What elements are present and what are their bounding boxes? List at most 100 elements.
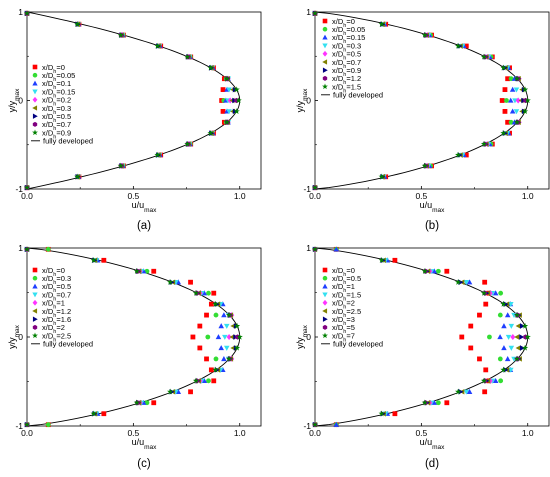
- panel-caption: (b): [425, 220, 439, 232]
- data-point: [521, 108, 529, 115]
- data-point: [492, 377, 499, 383]
- legend-label: x/Dh=0.7: [42, 290, 71, 302]
- data-point: [482, 389, 488, 395]
- legend-label: x/Dh=0.5: [332, 50, 361, 62]
- legend-label: x/Dh=3: [332, 315, 355, 327]
- data-point: [204, 356, 209, 362]
- data-point: [222, 334, 228, 340]
- data-point: [509, 108, 516, 114]
- panel-a: 0.0 0.5 1.0 1 0 -1 u/umax y/ymax x/Dh=0x/Dh=0.05…: [7, 7, 262, 232]
- data-point: [220, 87, 226, 93]
- legend-marker: [322, 332, 328, 339]
- data-point: [519, 334, 525, 340]
- data-point: [483, 301, 489, 307]
- legend-marker: [322, 50, 328, 57]
- legend-marker: [32, 292, 38, 298]
- data-point: [521, 322, 529, 329]
- data-point: [480, 377, 488, 384]
- legend-label: x/Dh=0.9: [332, 66, 361, 78]
- data-point: [233, 86, 240, 93]
- data-point: [212, 300, 219, 307]
- legend-label: x/Dh=1: [42, 299, 65, 311]
- data-point: [225, 355, 233, 362]
- data-point: [502, 108, 508, 114]
- y-tick-label: 0: [18, 96, 23, 106]
- x-tick-label: 0.5: [415, 191, 427, 201]
- data-point: [206, 290, 211, 296]
- data-point: [431, 268, 438, 274]
- data-point: [463, 152, 469, 158]
- legend: x/Dh=0x/Dh=0.05x/Dh=0.15x/Dh=0.3x/Dh=0.5…: [321, 17, 383, 100]
- data-point: [513, 87, 520, 93]
- y-tick-label: 1: [306, 7, 311, 17]
- data-point: [221, 312, 227, 318]
- data-point: [455, 42, 462, 49]
- data-point: [508, 367, 514, 373]
- data-point: [229, 334, 235, 340]
- data-point: [192, 289, 200, 296]
- data-point: [421, 399, 428, 406]
- legend-marker: [32, 121, 38, 127]
- x-tick-label: 1.0: [234, 191, 246, 201]
- data-point: [497, 356, 503, 362]
- legend-marker: [32, 283, 38, 289]
- legend-label: fully developed: [43, 340, 93, 349]
- data-point: [188, 389, 193, 395]
- legend-marker: [32, 129, 38, 136]
- legend-label: x/Dh=1.2: [332, 74, 361, 86]
- data-point: [205, 334, 211, 340]
- data-point: [515, 345, 521, 351]
- data-point: [468, 345, 474, 351]
- data-point: [311, 421, 319, 428]
- legend-marker: [32, 299, 38, 306]
- data-point: [101, 257, 107, 263]
- data-point: [521, 344, 529, 351]
- data-point: [520, 323, 526, 329]
- data-point: [504, 312, 511, 318]
- data-point: [513, 109, 520, 115]
- panel-b: 0.0 0.5 1.0 1 0 -1 u/umax y/ymax x/Dh=0x/Dh=0.05…: [295, 7, 550, 232]
- legend-label: x/Dh=0.3: [42, 274, 71, 286]
- legend-marker: [322, 67, 328, 73]
- series-3: [312, 11, 521, 191]
- y-tick-label: 0: [18, 332, 23, 342]
- data-point: [505, 76, 511, 82]
- data-point: [513, 75, 521, 82]
- legend-marker: [32, 80, 38, 86]
- legend-marker: [32, 89, 38, 95]
- legend-label: x/Dh=1.2: [42, 307, 71, 319]
- legend-marker: [322, 308, 328, 314]
- data-point: [480, 53, 488, 60]
- legend-label: x/Dh=0.05: [42, 71, 75, 83]
- data-point: [435, 400, 441, 406]
- x-tick-label: 1.0: [234, 428, 246, 438]
- x-axis-label: u/umax: [420, 200, 446, 214]
- data-point: [378, 257, 385, 263]
- data-point: [215, 334, 222, 340]
- data-point: [117, 162, 124, 169]
- data-point: [236, 333, 243, 340]
- data-point: [477, 312, 482, 318]
- panel-caption: (c): [137, 458, 151, 470]
- data-point: [223, 75, 231, 82]
- data-point: [218, 323, 224, 329]
- data-point: [74, 20, 81, 27]
- data-point: [90, 257, 97, 263]
- x-tick-label: 0.0: [309, 428, 321, 438]
- data-point: [45, 422, 51, 428]
- legend-marker: [322, 43, 328, 49]
- legend-marker: [322, 83, 328, 90]
- panel-c: 0.0 0.5 1.010-1u/umaxy/ymaxx/Dh=0x/Dh=0.3x…: [7, 243, 262, 470]
- data-point: [218, 345, 224, 351]
- x-tick-label: 1.0: [522, 191, 534, 201]
- data-point: [235, 97, 242, 104]
- series-2: [333, 246, 514, 427]
- legend-label: x/Dh=0.3: [42, 104, 71, 116]
- y-tick-label: 0: [306, 96, 311, 106]
- data-point: [378, 173, 385, 180]
- legend-label: x/Dh=0: [332, 266, 355, 278]
- data-point: [233, 108, 240, 115]
- legend-label: x/Dh=1: [332, 282, 355, 294]
- data-point: [505, 334, 512, 340]
